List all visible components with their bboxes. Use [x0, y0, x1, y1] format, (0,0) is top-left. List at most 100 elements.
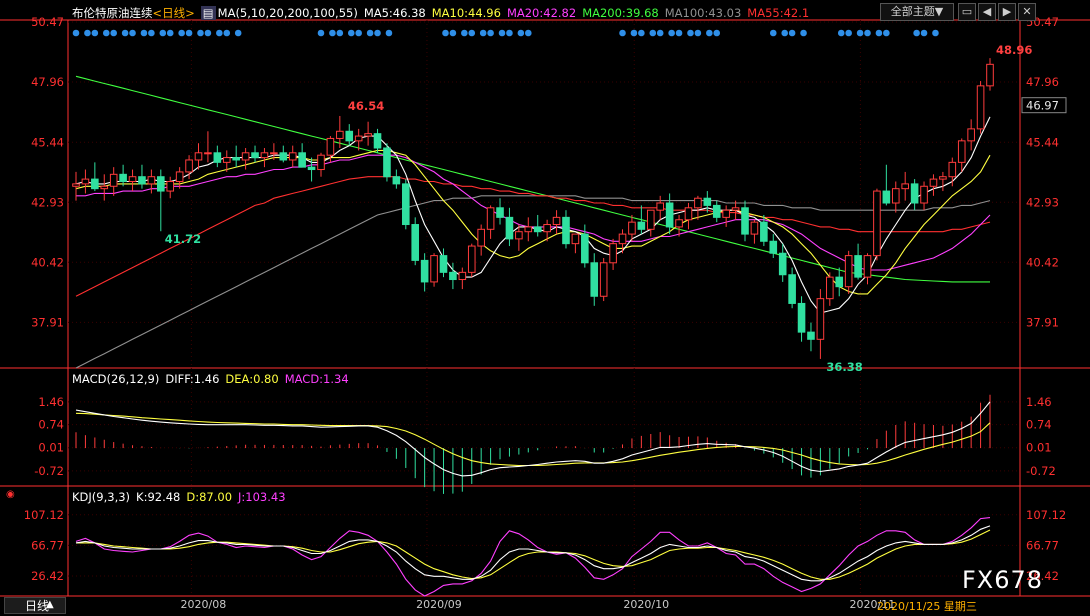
restore-icon[interactable]: ◀: [978, 3, 996, 21]
signal-dot: [91, 29, 99, 37]
timeframe-arrow-icon[interactable]: ▲: [46, 599, 54, 610]
macd-tick-left: 0.01: [38, 441, 64, 455]
signal-dot: [837, 29, 845, 37]
candle-body: [675, 219, 683, 228]
candle-body: [251, 152, 259, 159]
candle-body: [920, 185, 928, 204]
candle-body: [863, 255, 872, 278]
candle-body: [684, 207, 693, 221]
price-tick-right: 42.93: [1026, 195, 1059, 209]
candle-body: [345, 130, 354, 142]
signal-dot: [656, 29, 664, 37]
ma20-value: MA20:42.82: [506, 6, 577, 20]
candle-body: [458, 271, 467, 281]
macd-tick-left: -0.72: [34, 464, 64, 478]
signal-dot: [517, 29, 525, 37]
candle-body: [703, 197, 712, 206]
candle-body: [260, 152, 269, 159]
signal-dot: [845, 29, 852, 37]
signal-dot: [675, 29, 683, 37]
signal-dot: [619, 29, 626, 37]
candle-body: [109, 173, 118, 187]
candle-body: [72, 183, 80, 187]
candle-body: [232, 157, 240, 161]
candle-body: [138, 176, 146, 185]
candle-body: [326, 137, 335, 156]
candle-body: [392, 176, 401, 185]
signal-dot: [84, 29, 91, 37]
ma-params: MA(5,10,20,200,100,55): [217, 6, 358, 20]
signal-dot: [121, 29, 129, 37]
candle-body: [562, 216, 570, 245]
kdj-title: KDJ(9,3,3): [72, 490, 131, 504]
signal-dot: [498, 29, 506, 37]
ma-settings-icon[interactable]: ▤: [200, 6, 216, 20]
candle-body: [957, 140, 966, 163]
ma100-value: MA100:43.03: [664, 6, 742, 20]
maximize-icon[interactable]: ▶: [998, 3, 1016, 21]
minimize-icon[interactable]: ▭: [958, 3, 976, 21]
signal-dot: [234, 29, 242, 37]
last-price-box: [1021, 97, 1067, 114]
candle-body: [222, 157, 231, 163]
price-tick-left: 50.47: [31, 15, 64, 29]
signal-dot: [668, 29, 675, 37]
candle-body: [722, 209, 730, 218]
signal-dot: [72, 29, 80, 37]
signal-dot: [317, 29, 325, 37]
timeframe-tab[interactable]: 日线: [4, 597, 66, 614]
candle-body: [628, 221, 636, 235]
candle-body: [891, 188, 900, 204]
price-tick-left: 42.93: [31, 195, 64, 209]
candle-body: [317, 154, 325, 171]
candle-body: [788, 274, 796, 304]
candle-body: [496, 207, 504, 218]
candle-body: [816, 298, 825, 340]
signal-dot: [875, 29, 883, 37]
macd-title: MACD(26,12,9): [72, 372, 160, 386]
signal-dot: [781, 29, 789, 37]
price-tick-left: 45.44: [31, 135, 64, 149]
macd-dea: DEA:0.80: [225, 372, 279, 386]
candle-body: [194, 152, 203, 161]
candle-body: [939, 176, 947, 180]
signal-dot: [102, 29, 110, 37]
macd-tick-right: -0.72: [1026, 464, 1056, 478]
candle-body: [967, 128, 975, 142]
close-icon[interactable]: ✕: [1018, 3, 1036, 21]
candle-body: [270, 152, 278, 155]
x-tick-label: 2020/09: [416, 598, 462, 611]
theme-dropdown[interactable]: 全部主题▼: [880, 3, 954, 21]
candle-body: [901, 183, 909, 190]
signal-dot: [706, 29, 713, 37]
kdj-k: K:92.48: [136, 490, 181, 504]
candle-body: [411, 224, 420, 261]
signal-dot: [932, 29, 939, 37]
candle-body: [505, 216, 514, 240]
signal-dot: [649, 29, 657, 37]
candle-body: [571, 233, 580, 245]
price-tick-left: 37.91: [31, 315, 64, 329]
candle-body: [599, 262, 608, 297]
candle-body: [336, 130, 344, 139]
candle-body: [731, 207, 740, 211]
period-tag[interactable]: <日线>: [152, 6, 195, 20]
indicator-close-icon[interactable]: ◉: [6, 489, 15, 500]
kdj-j-line: [75, 517, 991, 597]
candle-body: [477, 228, 485, 247]
ma20-line: [76, 154, 991, 271]
price-annotation: 46.54: [348, 99, 384, 113]
ma55-value: MA55:42.1: [747, 6, 810, 20]
candle-body: [618, 233, 627, 245]
kdj-k-line: [75, 525, 991, 582]
candle-body: [986, 63, 994, 87]
candle-body: [910, 183, 919, 204]
kdj-tick-left: 66.77: [31, 538, 64, 552]
macd-dea-line: [75, 412, 991, 467]
candle-body: [91, 178, 99, 190]
signal-dot: [864, 29, 871, 37]
candle-body: [524, 226, 533, 233]
signal-dot: [385, 29, 393, 37]
candle-body: [128, 176, 137, 182]
